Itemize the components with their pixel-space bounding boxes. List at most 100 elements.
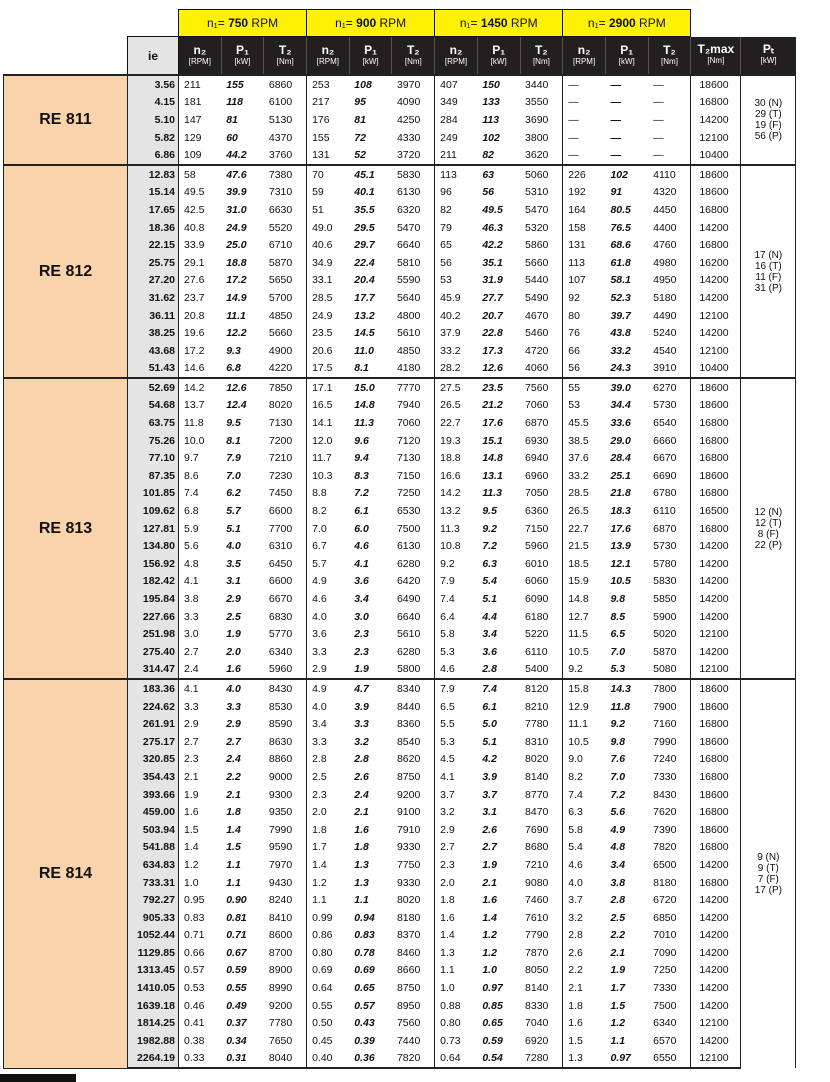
t2-cell: 5810: [396, 256, 421, 269]
column-header-t2max: T₂max [Nm]: [690, 36, 741, 75]
n2-cell: 1.5: [184, 823, 199, 836]
t2-cell: 5830: [653, 575, 677, 588]
p1-cell: 6.1: [354, 505, 369, 518]
p1-cell: 2.2: [226, 770, 241, 783]
table-row: 503.94 1.5 1.4 7990 1.8 1.6 7910 2.9 2.6 7690 5.8 4…: [4, 820, 796, 839]
t2max-cell: 14200: [690, 1032, 742, 1050]
n2-cell: 2.3: [306, 785, 350, 804]
t2-cell: —: [653, 96, 664, 109]
t2-cell: 6090: [525, 593, 549, 606]
n2-cell: 226: [562, 163, 606, 184]
column-symbol: n₂: [193, 42, 207, 57]
n2-cell: 0.40: [306, 1049, 350, 1070]
p1-cell: 9.5: [226, 417, 241, 430]
ie-cell: 22.15: [127, 236, 179, 254]
p1-cell: 46.3: [482, 221, 503, 234]
t2-cell: 8310: [525, 735, 549, 748]
table-row: 275.40 2.7 2.0 6340 3.3 2.3 6280 5.3 3.6 6110 10.5…: [4, 643, 796, 661]
t2-cell: 5960: [525, 540, 549, 553]
n2-cell: 2.1: [184, 770, 199, 783]
n2-cell: 2.2: [562, 961, 606, 980]
ie-cell: 17.65: [127, 201, 179, 219]
n2-cell: 2.8: [306, 750, 350, 769]
t2-cell: 7330: [653, 982, 677, 995]
p1-cell: 9.8: [610, 735, 626, 748]
t2-cell: 4490: [653, 309, 677, 322]
p1-cell: 9.6: [354, 434, 369, 447]
n2-cell: 5.9: [184, 522, 199, 535]
n2-cell: 5.3: [434, 732, 478, 751]
n2-cell: 1.6: [434, 908, 478, 927]
p1-cell: 1.8: [354, 841, 369, 854]
column-symbol: n₂: [321, 42, 335, 57]
n2-cell: 15.9: [562, 572, 606, 591]
t2-cell: 7200: [268, 434, 293, 447]
t2-cell: 4450: [653, 203, 677, 216]
n2-cell: 15.8: [562, 678, 606, 698]
p1-cell: 3.2: [354, 735, 369, 748]
p1-cell: 1.1: [610, 1034, 626, 1047]
p1-cell: 3.6: [482, 645, 497, 658]
column-unit: [Nm]: [404, 56, 422, 66]
ie-cell: 101.85: [127, 484, 179, 503]
column-header-n2: n₂ [RPM]: [562, 36, 606, 75]
p1-cell: 39.7: [610, 309, 631, 322]
n2-cell: 1.4: [434, 926, 478, 945]
t2-cell: 9330: [396, 841, 421, 854]
n2-cell: 92: [562, 289, 606, 307]
t2-cell: 4720: [525, 344, 549, 357]
ie-cell: 634.83: [127, 856, 179, 874]
t2max-cell: 18600: [690, 732, 742, 751]
pt-cell: 9 (N) 9 (T) 7 (F) 17 (P): [740, 678, 797, 1069]
t2max-cell: 14200: [690, 607, 742, 626]
p1-cell: 0.59: [226, 964, 247, 977]
p1-cell: 1.2: [610, 1017, 626, 1030]
empty-cell: [691, 10, 796, 37]
p1-cell: 9.5: [482, 505, 497, 518]
pt-value: 7 (F): [757, 874, 779, 886]
n2-cell: 23.7: [184, 291, 205, 304]
ie-cell: 503.94: [127, 820, 179, 839]
p1-cell: 33.2: [610, 344, 631, 357]
p1-cell: 3.4: [482, 628, 497, 641]
p1-cell: 2.8: [354, 753, 369, 766]
n2-cell: 76: [562, 324, 606, 342]
p1-cell: 1.1: [354, 894, 369, 907]
table-row: 75.26 10.0 8.1 7200 12.0 9.6 7120 19.3 15.1 6930 3…: [4, 431, 796, 450]
p1-cell: 23.5: [477, 377, 521, 397]
t2-cell: 5240: [653, 327, 677, 340]
t2max-cell: 14200: [690, 908, 742, 927]
n2-cell: 192: [562, 183, 606, 202]
t2-cell: 7500: [396, 522, 421, 535]
t2max-cell: 16800: [690, 484, 742, 503]
t2-cell: 4980: [653, 256, 677, 269]
column-unit: [kW]: [234, 56, 251, 66]
p1-cell: 9.2: [482, 522, 497, 535]
n2-cell: 1.8: [434, 891, 478, 909]
p1-cell: 60: [226, 131, 238, 144]
ie-cell: 52.69: [127, 377, 179, 397]
n2-cell: 0.86: [306, 926, 350, 945]
t2max-cell: 12100: [690, 128, 742, 147]
p1-cell: 56: [482, 186, 495, 199]
n2-cell: 51: [306, 201, 350, 219]
n2-cell: 3.3: [184, 610, 199, 623]
t2-cell: —: [653, 113, 664, 126]
n2-cell: 56: [562, 359, 606, 380]
ie-cell: 1410.05: [127, 979, 179, 997]
n2-cell: 38.5: [562, 431, 606, 450]
n2-cell: 5.8: [434, 625, 478, 643]
t2-cell: 3620: [520, 146, 563, 166]
empty-cell: [4, 10, 179, 37]
t2max-cell: 12100: [690, 1049, 742, 1070]
column-header-n2: n₂ [RPM]: [178, 36, 222, 75]
t2-cell: 9430: [268, 876, 293, 889]
column-symbol: n₂: [577, 42, 591, 57]
p1-cell: 9.2: [610, 718, 626, 731]
ie-cell: 275.17: [127, 732, 179, 751]
p1-cell: 15.0: [349, 377, 392, 397]
p1-cell: 6.5: [610, 628, 626, 641]
n2-cell: 2.3: [184, 753, 199, 766]
ie-cell: 261.91: [127, 715, 179, 733]
n2-cell: 407: [434, 74, 478, 94]
